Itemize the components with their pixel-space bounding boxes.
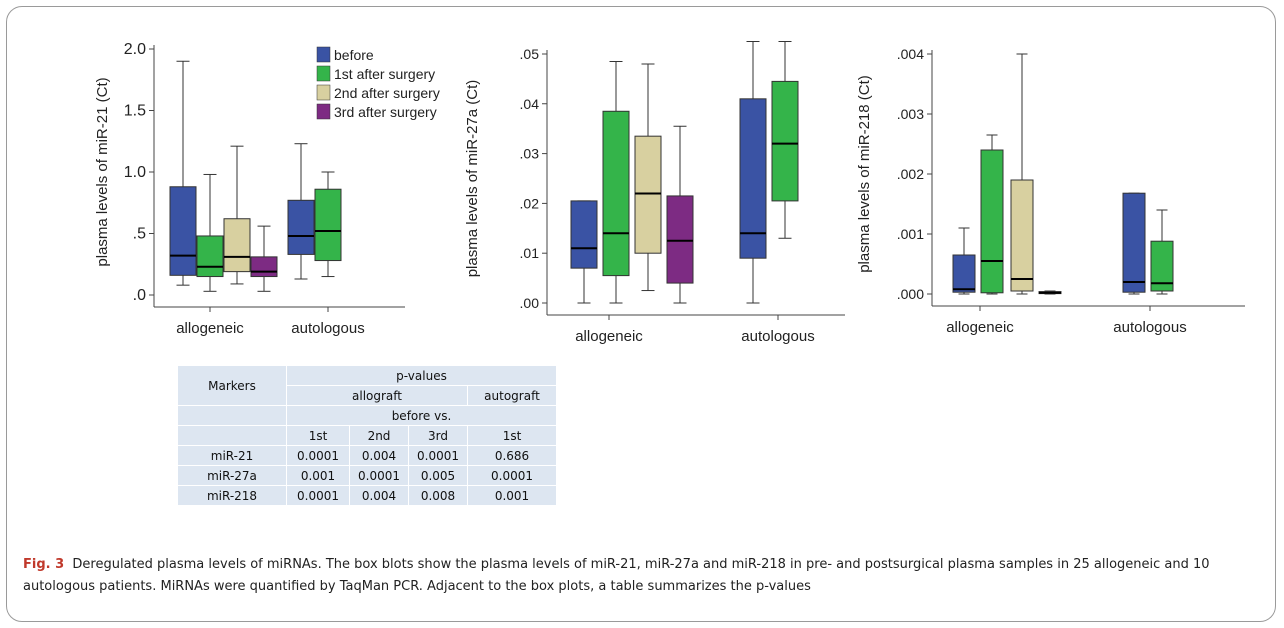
box-1st-after-surgery-allogeneic	[196, 235, 224, 278]
table-cell-marker: miR-218	[177, 485, 287, 506]
legend-swatch-3rd-after-surgery	[316, 103, 331, 120]
table-cell-value: 0.004	[349, 485, 409, 506]
y-tick-label: .04	[520, 96, 540, 112]
x-tick-label: autologous	[291, 320, 364, 337]
box-1st-after-surgery-allogeneic	[980, 149, 1004, 294]
table-row: Markers p-values	[177, 365, 557, 406]
table-row: miR-218 0.0001 0.004 0.008 0.001	[177, 485, 557, 506]
legend-label-before: before	[334, 47, 374, 63]
table-cell-3rd: 3rd	[408, 425, 468, 446]
table-row: 1st 2nd 3rd 1st	[177, 425, 557, 446]
box-2nd-after-surgery-allogeneic	[1010, 179, 1034, 292]
y-tick-label: 2.0	[124, 41, 146, 58]
box-2nd-after-surgery-allogeneic	[223, 218, 251, 273]
legend-label-2nd-after-surgery: 2nd after surgery	[334, 85, 440, 101]
legend-swatch-1st-after-surgery	[316, 65, 331, 82]
y-tick-label: .003	[897, 106, 924, 122]
caption-text: Deregulated plasma levels of miRNAs. The…	[23, 557, 1210, 594]
table-cell-empty	[177, 425, 287, 446]
y-tick-label: .004	[897, 46, 924, 62]
y-axis-label: plasma levels of miR-27a (Ct)	[464, 80, 481, 278]
box-3rd-after-surgery-allogeneic	[666, 195, 694, 284]
box-before-autologous	[739, 98, 767, 259]
table-cell-pvalues-header: p-values	[286, 365, 557, 386]
y-tick-label: .002	[897, 166, 924, 182]
x-tick-label: autologous	[1113, 319, 1186, 336]
table-row: miR-21 0.0001 0.004 0.0001 0.686	[177, 445, 557, 466]
box-before-allogeneic	[952, 254, 976, 293]
x-tick-label: allogeneic	[575, 328, 643, 345]
y-tick-label: .01	[520, 245, 540, 261]
table-cell-value: 0.686	[467, 445, 557, 466]
x-tick-label: autologous	[741, 328, 814, 345]
y-tick-label: .000	[897, 286, 924, 302]
table-cell-1st: 1st	[286, 425, 350, 446]
table-cell-value: 0.0001	[286, 485, 350, 506]
table-cell-value: 0.0001	[467, 465, 557, 486]
caption-label: Fig. 3	[23, 557, 65, 572]
y-tick-label: 1.5	[124, 103, 146, 120]
table-row: before vs.	[177, 405, 557, 426]
table-cell-value: 0.001	[467, 485, 557, 506]
box-1st-after-surgery-autologous	[1150, 240, 1174, 292]
mir27a-boxplot: .00 .01 .02 .03 .04 .05 plasma levels of miR-2…	[464, 41, 845, 345]
y-tick-label: .02	[520, 195, 540, 211]
table-row: miR-27a 0.001 0.0001 0.005 0.0001	[177, 465, 557, 486]
box-2nd-after-surgery-allogeneic	[634, 135, 662, 254]
table-cell-1st-autograft: 1st	[467, 425, 557, 446]
box-1st-after-surgery-autologous	[314, 188, 342, 262]
table-cell-value: 0.004	[349, 445, 409, 466]
mir21-boxplot: .0 .5 1.0 1.5 2.0 plasma levels of miR-21 (Ct…	[94, 41, 440, 337]
mir218-boxplot: .000 .001 .002 .003 .004 plasma levels of miR…	[856, 46, 1245, 336]
figure-caption: Fig. 3 Deregulated plasma levels of miRN…	[23, 554, 1263, 598]
y-tick-label: .05	[520, 46, 540, 62]
table-cell-value: 0.0001	[408, 445, 468, 466]
legend-label-1st-after-surgery: 1st after surgery	[334, 66, 435, 82]
x-tick-label: allogeneic	[176, 320, 244, 337]
y-axis-label: plasma levels of miR-218 (Ct)	[856, 75, 873, 273]
box-3rd-after-surgery-allogeneic	[250, 256, 278, 278]
y-tick-label: 1.0	[124, 164, 146, 181]
table-cell-marker: miR-27a	[177, 465, 287, 486]
y-tick-label: .5	[133, 226, 146, 243]
legend-label-3rd-after-surgery: 3rd after surgery	[334, 104, 437, 120]
table-cell-allograft: allograft	[286, 385, 468, 406]
table-cell-value: 0.001	[286, 465, 350, 486]
y-tick-label: .00	[520, 295, 540, 311]
box-before-autologous	[287, 199, 315, 255]
table-cell-marker: miR-21	[177, 445, 287, 466]
box-before-allogeneic	[570, 200, 598, 269]
table-cell-value: 0.0001	[349, 465, 409, 486]
table-cell-value: 0.008	[408, 485, 468, 506]
y-tick-label: .03	[520, 146, 540, 162]
legend-swatch-2nd-after-surgery	[316, 84, 331, 101]
x-tick-label: allogeneic	[946, 319, 1014, 336]
pvalue-table: Markers p-values allograft autograft bef…	[177, 365, 557, 506]
y-tick-label: .0	[133, 287, 146, 304]
table-cell-empty	[177, 405, 287, 426]
table-cell-2nd: 2nd	[349, 425, 409, 446]
y-tick-label: .001	[897, 226, 924, 242]
table-cell-before-vs: before vs.	[286, 405, 557, 426]
table-cell-autograft: autograft	[467, 385, 557, 406]
table-cell-value: 0.005	[408, 465, 468, 486]
box-before-allogeneic	[169, 186, 197, 276]
figure-frame: .0 .5 1.0 1.5 2.0 plasma levels of miR-21 (Ct…	[6, 6, 1276, 622]
legend-swatch-before	[316, 46, 331, 63]
box-1st-after-surgery-allogeneic	[602, 110, 630, 277]
table-cell-value: 0.0001	[286, 445, 350, 466]
box-before-autologous	[1122, 192, 1146, 293]
table-cell-markers-header: Markers	[177, 365, 287, 406]
box-1st-after-surgery-autologous	[771, 80, 799, 202]
y-axis-label: plasma levels of miR-21 (Ct)	[94, 77, 111, 266]
